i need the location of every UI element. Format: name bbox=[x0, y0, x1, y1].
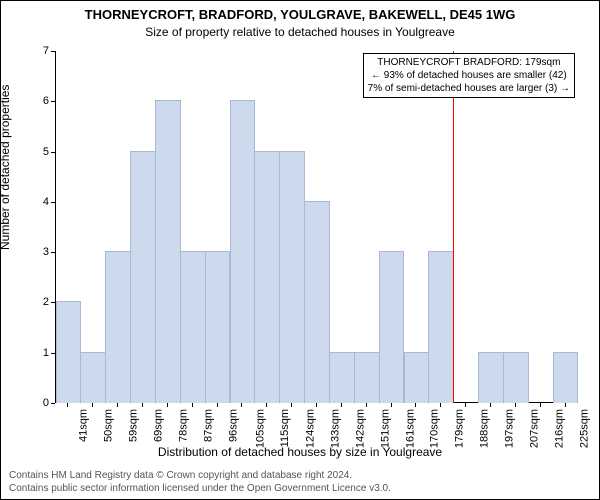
x-tick-label: 124sqm bbox=[305, 409, 317, 448]
y-tick-label: 0 bbox=[43, 397, 49, 409]
histogram-bar bbox=[428, 251, 454, 403]
x-tick-mark bbox=[266, 403, 267, 407]
x-tick-mark bbox=[192, 403, 193, 407]
histogram-bar bbox=[56, 301, 82, 403]
chart-title-main: THORNEYCROFT, BRADFORD, YOULGRAVE, BAKEW… bbox=[1, 7, 599, 22]
x-tick-mark bbox=[316, 403, 317, 407]
x-tick-mark bbox=[291, 403, 292, 407]
histogram-bar bbox=[105, 251, 131, 403]
y-tick-label: 2 bbox=[43, 296, 49, 308]
x-tick-mark bbox=[391, 403, 392, 407]
x-tick-label: 151sqm bbox=[379, 409, 391, 448]
x-tick-label: 179sqm bbox=[454, 409, 466, 448]
histogram-bar bbox=[553, 352, 579, 403]
x-tick-mark bbox=[565, 403, 566, 407]
annotation-box: THORNEYCROFT BRADFORD: 179sqm← 93% of de… bbox=[363, 53, 575, 98]
x-tick-mark bbox=[142, 403, 143, 407]
x-axis-label: Distribution of detached houses by size … bbox=[1, 445, 599, 459]
histogram-bar bbox=[329, 352, 355, 403]
histogram-bar bbox=[155, 100, 181, 403]
histogram-bar bbox=[205, 251, 231, 403]
footer-line-2: Contains public sector information licen… bbox=[9, 482, 391, 495]
x-tick-mark bbox=[440, 403, 441, 407]
x-tick-label: 142sqm bbox=[354, 409, 366, 448]
x-tick-mark bbox=[217, 403, 218, 407]
marker-line bbox=[453, 51, 454, 403]
chart-container: THORNEYCROFT, BRADFORD, YOULGRAVE, BAKEW… bbox=[0, 0, 600, 500]
y-tick-label: 4 bbox=[43, 196, 49, 208]
x-tick-mark bbox=[67, 403, 68, 407]
x-tick-label: 41sqm bbox=[78, 409, 90, 442]
x-tick-label: 133sqm bbox=[330, 409, 342, 448]
histogram-bar bbox=[503, 352, 529, 403]
histogram-bar bbox=[130, 151, 156, 403]
x-tick-mark bbox=[490, 403, 491, 407]
x-tick-mark bbox=[540, 403, 541, 407]
y-tick-mark bbox=[51, 101, 55, 102]
y-tick-mark bbox=[51, 353, 55, 354]
x-tick-mark bbox=[167, 403, 168, 407]
y-tick-label: 7 bbox=[43, 45, 49, 57]
histogram-bar bbox=[180, 251, 206, 403]
histogram-bar bbox=[304, 201, 330, 403]
footer-attribution: Contains HM Land Registry data © Crown c… bbox=[9, 469, 391, 495]
x-tick-mark bbox=[341, 403, 342, 407]
x-tick-label: 161sqm bbox=[404, 409, 416, 448]
y-tick-mark bbox=[51, 403, 55, 404]
y-tick-mark bbox=[51, 152, 55, 153]
histogram-bar bbox=[230, 100, 256, 403]
annotation-line-3: 7% of semi-detached houses are larger (3… bbox=[368, 82, 570, 95]
y-tick-mark bbox=[51, 302, 55, 303]
footer-line-1: Contains HM Land Registry data © Crown c… bbox=[9, 469, 391, 482]
x-tick-mark bbox=[366, 403, 367, 407]
y-tick-mark bbox=[51, 202, 55, 203]
histogram-bar bbox=[254, 151, 280, 403]
x-tick-label: 96sqm bbox=[227, 409, 239, 442]
x-tick-label: 105sqm bbox=[255, 409, 267, 448]
x-tick-mark bbox=[117, 403, 118, 407]
y-tick-label: 3 bbox=[43, 246, 49, 258]
x-tick-mark bbox=[415, 403, 416, 407]
plot-area: 0123456741sqm50sqm59sqm69sqm78sqm87sqm96… bbox=[55, 51, 577, 403]
x-tick-label: 50sqm bbox=[103, 409, 115, 442]
x-tick-label: 207sqm bbox=[528, 409, 540, 448]
x-tick-label: 216sqm bbox=[553, 409, 565, 448]
x-tick-mark bbox=[465, 403, 466, 407]
x-tick-mark bbox=[92, 403, 93, 407]
y-tick-label: 6 bbox=[43, 95, 49, 107]
x-tick-label: 78sqm bbox=[177, 409, 189, 442]
x-tick-label: 115sqm bbox=[279, 409, 291, 447]
y-tick-mark bbox=[51, 252, 55, 253]
histogram-bar bbox=[478, 352, 504, 403]
chart-title-sub: Size of property relative to detached ho… bbox=[1, 25, 599, 39]
histogram-bar bbox=[279, 151, 305, 403]
y-tick-label: 5 bbox=[43, 146, 49, 158]
histogram-bar bbox=[404, 352, 430, 403]
x-tick-label: 87sqm bbox=[202, 409, 214, 442]
x-tick-label: 197sqm bbox=[504, 409, 516, 448]
x-tick-label: 59sqm bbox=[128, 409, 140, 442]
x-tick-label: 69sqm bbox=[153, 409, 165, 442]
y-tick-label: 1 bbox=[43, 347, 49, 359]
x-tick-label: 170sqm bbox=[429, 409, 441, 448]
x-tick-mark bbox=[241, 403, 242, 407]
x-tick-mark bbox=[515, 403, 516, 407]
x-tick-label: 188sqm bbox=[479, 409, 491, 448]
x-tick-label: 225sqm bbox=[578, 409, 590, 448]
histogram-bar bbox=[379, 251, 405, 403]
y-tick-mark bbox=[51, 51, 55, 52]
y-axis-label: Number of detached properties bbox=[0, 85, 12, 250]
histogram-bar bbox=[80, 352, 106, 403]
annotation-line-1: THORNEYCROFT BRADFORD: 179sqm bbox=[368, 56, 570, 69]
annotation-line-2: ← 93% of detached houses are smaller (42… bbox=[368, 69, 570, 82]
histogram-bar bbox=[354, 352, 380, 403]
